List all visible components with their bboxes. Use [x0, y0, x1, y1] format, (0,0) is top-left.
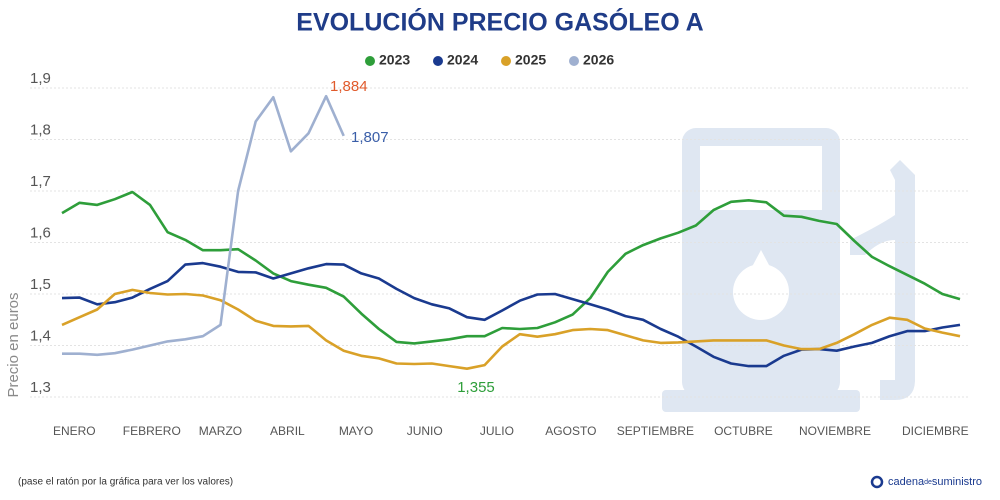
chart-title: EVOLUCIÓN PRECIO GASÓLEO A	[296, 7, 703, 37]
x-tick-label: MAYO	[339, 424, 373, 438]
y-tick-label: 1,4	[30, 327, 51, 344]
x-tick-label: ABRIL	[270, 424, 305, 438]
annotation: 1,884	[330, 78, 368, 95]
x-tick-label: SEPTIEMBRE	[617, 424, 694, 438]
legend-marker	[433, 56, 443, 66]
pump-watermark	[662, 128, 915, 412]
y-tick-label: 1,7	[30, 173, 51, 190]
series-line	[61, 190, 961, 345]
brand-prefix: cadena	[888, 476, 925, 488]
legend-marker	[569, 56, 579, 66]
y-tick-label: 1,8	[30, 121, 51, 138]
x-tick-label: DICIEMBRE	[902, 424, 969, 438]
legend-label: 2023	[379, 52, 410, 68]
annotation: 1,807	[351, 129, 389, 146]
brand: cadenadesuministro	[870, 475, 982, 489]
x-tick-label: JULIO	[480, 424, 514, 438]
y-tick-label: 1,3	[30, 379, 51, 396]
x-tick-label: MARZO	[199, 424, 242, 438]
brand-suffix: suministro	[932, 476, 982, 488]
legend-marker	[365, 56, 375, 66]
x-tick-label: JUNIO	[407, 424, 443, 438]
x-tick-label: OCTUBRE	[714, 424, 773, 438]
annotation: 1,355	[457, 379, 495, 396]
series-line	[61, 288, 961, 370]
legend-label: 2024	[447, 52, 478, 68]
legend-label: 2026	[583, 52, 614, 68]
legend-label: 2025	[515, 52, 546, 68]
y-tick-label: 1,9	[30, 70, 51, 87]
y-axis-label: Precio en euros	[5, 292, 22, 397]
x-tick-label: ENERO	[53, 424, 96, 438]
brand-icon	[870, 475, 884, 489]
y-tick-label: 1,6	[30, 224, 51, 241]
x-tick-label: AGOSTO	[545, 424, 596, 438]
brand-text: cadenadesuministro	[888, 476, 982, 488]
x-tick-label: NOVIEMBRE	[799, 424, 871, 438]
footnote: (pase el ratón por la gráfica para ver l…	[18, 477, 233, 488]
y-tick-label: 1,5	[30, 276, 51, 293]
series-line	[62, 94, 345, 357]
x-tick-label: FEBRERO	[123, 424, 181, 438]
brand-mid: de	[924, 479, 932, 486]
legend-marker	[501, 56, 511, 66]
